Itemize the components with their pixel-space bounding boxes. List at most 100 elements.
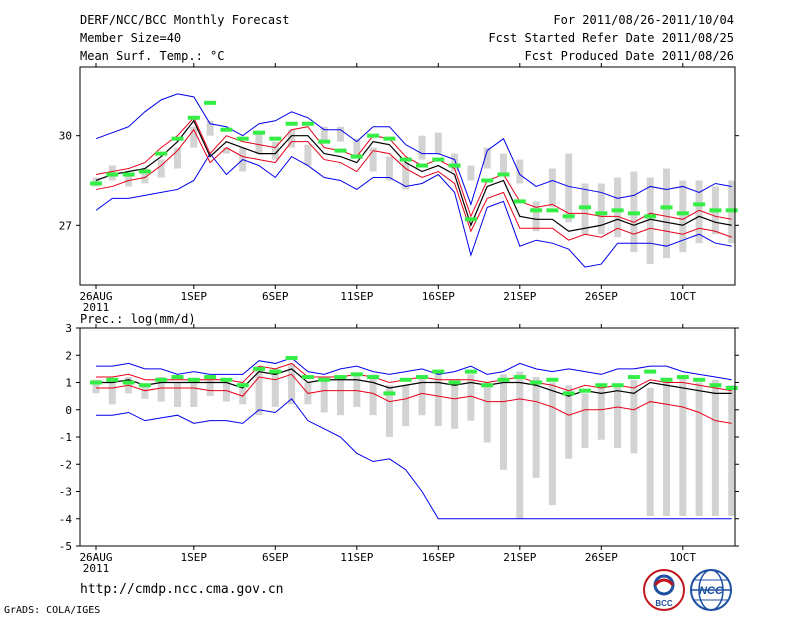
source-url[interactable]: http://cmdp.ncc.cma.gov.cn [80, 582, 284, 597]
ensemble-marker [383, 136, 396, 141]
ensemble-marker [432, 369, 445, 374]
ensemble-marker [660, 377, 673, 382]
spread-bar [385, 385, 393, 437]
spread-bar [337, 126, 344, 142]
ensemble-marker [334, 148, 347, 153]
spread-bar [679, 377, 687, 517]
ensemble-marker [367, 375, 380, 380]
spread-bar [695, 382, 703, 517]
ensemble-marker [709, 383, 722, 388]
lower-line [96, 373, 732, 424]
y-tick-label: -2 [59, 458, 72, 471]
spread-bar [646, 177, 654, 265]
forecast-period: For 2011/08/26-2011/10/04 [553, 13, 734, 27]
spread-bar [516, 159, 524, 184]
y-tick-label: 3 [65, 322, 72, 335]
ensemble-marker [350, 372, 363, 377]
ncc-logo: NCC [690, 569, 732, 611]
x-tick-label: 26AUG [79, 551, 112, 564]
spread-bar [548, 168, 556, 208]
spread-bar [157, 377, 165, 402]
spread-bar [108, 382, 116, 405]
spread-bar [288, 363, 296, 405]
ensemble-marker [138, 169, 151, 174]
y-tick-label: 30 [59, 130, 72, 143]
x-tick-label: 11SEP [340, 290, 373, 303]
spread-bar [434, 132, 442, 154]
x-tick-label: 21SEP [503, 551, 536, 564]
spread-bar [451, 382, 459, 429]
ensemble-marker [432, 157, 445, 162]
ensemble-marker [269, 369, 282, 374]
x-tick-label: 11SEP [340, 551, 373, 564]
ensemble-marker [236, 136, 249, 141]
ensemble-marker [220, 127, 233, 132]
y-tick-label: -3 [59, 486, 72, 499]
ensemble-marker [399, 377, 412, 382]
spread-bar [500, 153, 507, 175]
ensemble-marker [416, 163, 428, 168]
grads-credit: GrADS: COLA/IGES [4, 605, 101, 616]
ensemble-marker [497, 172, 510, 177]
ensemble-marker [90, 181, 102, 186]
spread-bar [614, 385, 622, 448]
spread-bar [483, 382, 491, 443]
spread-bar [679, 180, 687, 253]
mean-line [96, 368, 732, 397]
x-tick-label: 16SEP [422, 290, 455, 303]
spread-bar [353, 138, 361, 157]
spread-bar [467, 374, 475, 421]
spread-bar [157, 159, 165, 178]
x-tick-label: 26SEP [585, 551, 618, 564]
ensemble-marker [579, 388, 591, 393]
max-line [95, 93, 732, 206]
spread-bar [206, 377, 214, 397]
ensemble-marker [546, 208, 559, 213]
ensemble-marker [106, 172, 119, 177]
ncc-logo-text: NCC [699, 585, 724, 597]
spread-bar [141, 385, 149, 399]
ensemble-marker [611, 208, 624, 213]
ensemble-marker [350, 154, 363, 159]
x-tick-label: 6SEP [262, 290, 289, 303]
spread-bar [695, 180, 703, 244]
ensemble-marker [464, 369, 477, 374]
ensemble-marker [644, 369, 657, 374]
lower-line [95, 128, 732, 241]
x-tick-label: 1SEP [181, 290, 208, 303]
upper-line [96, 362, 732, 392]
x-year-label: 2011 [83, 301, 110, 314]
ensemble-marker [318, 139, 331, 144]
ensemble-marker [676, 211, 689, 216]
ensemble-marker [106, 377, 119, 382]
spread-bar [548, 382, 556, 506]
ensemble-marker [464, 217, 477, 222]
ensemble-marker [676, 375, 689, 380]
ensemble-marker [204, 375, 217, 380]
ensemble-marker [595, 211, 608, 216]
ensemble-marker [187, 377, 200, 382]
spread-bar [597, 183, 605, 235]
spread-bar [711, 379, 719, 517]
x-tick-label: 6SEP [262, 551, 289, 564]
member-size-label: Member Size=40 [80, 31, 182, 45]
spread-bar [320, 126, 328, 142]
mean-line [95, 119, 732, 232]
spread-bar [418, 135, 426, 160]
y-tick-label: 1 [65, 377, 72, 390]
ensemble-marker [513, 375, 526, 380]
spread-bar [369, 147, 377, 172]
bcc-logo-text: BCC [655, 599, 673, 608]
ensemble-marker [220, 377, 233, 382]
ensemble-marker [562, 214, 575, 219]
ensemble-marker [725, 208, 738, 213]
spread-bar [141, 168, 149, 184]
ensemble-marker [399, 157, 412, 162]
spread-bar [288, 129, 296, 148]
spread-bar [255, 366, 263, 416]
ensemble-marker [579, 205, 591, 210]
min-line [95, 152, 732, 268]
spread-bar [532, 377, 540, 478]
temperature-panel: 27 30 26AUG 1SEP 6SEP 11SEP 16SEP 21SEP 26SEP 1OC… [59, 63, 739, 314]
